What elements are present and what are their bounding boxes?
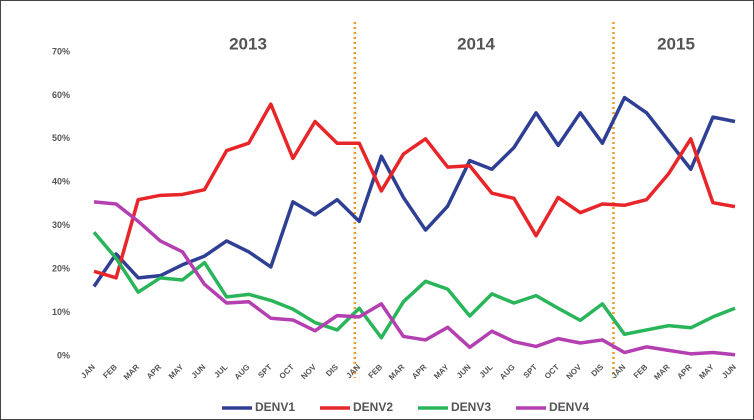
y-tick-label: 60% (52, 90, 70, 100)
y-tick-label: 70% (52, 46, 70, 56)
legend-label: DENV4 (549, 400, 589, 414)
legend-label: DENV1 (255, 400, 295, 414)
y-tick-label: 10% (52, 307, 70, 317)
legend-label: DENV3 (451, 400, 491, 414)
y-tick-label: 50% (52, 133, 70, 143)
y-tick-label: 40% (52, 177, 70, 187)
y-tick-label: 0% (57, 350, 70, 360)
year-label: 2014 (457, 34, 495, 53)
series-line (92, 231, 736, 340)
y-tick-label: 20% (52, 264, 70, 274)
year-label: 2013 (229, 34, 267, 53)
series-line (92, 95, 736, 288)
year-label: 2015 (657, 34, 695, 53)
legend-label: DENV2 (353, 400, 393, 414)
series-line (93, 200, 736, 357)
series-line (93, 102, 736, 280)
y-tick-label: 30% (52, 220, 70, 230)
